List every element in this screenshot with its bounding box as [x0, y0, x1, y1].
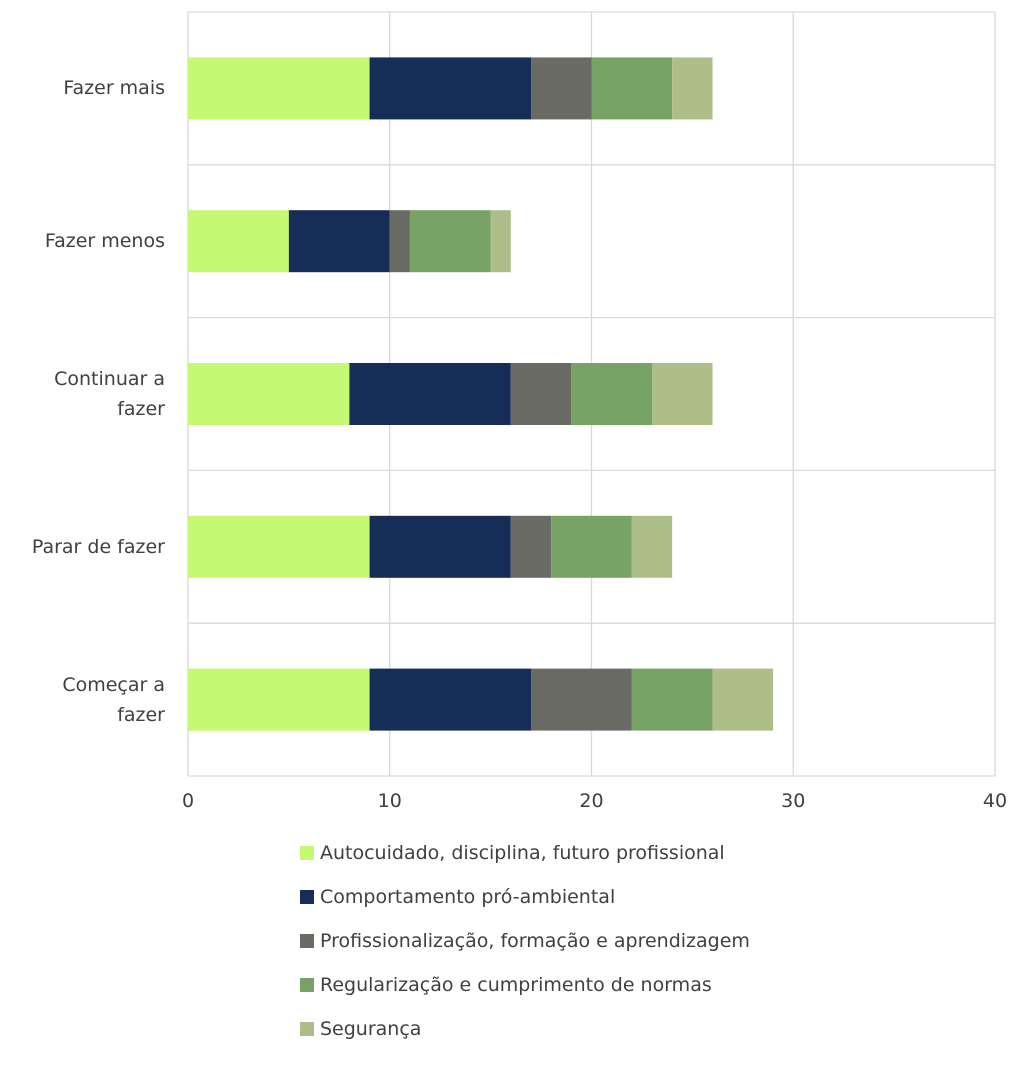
- legend-label: Segurança: [320, 1018, 422, 1040]
- bar-segment-4: [551, 515, 632, 578]
- x-tick-label: 10: [377, 790, 402, 812]
- bar-segment-1: [188, 57, 370, 120]
- category-label: Fazer mais: [63, 77, 165, 100]
- x-tick-label: 40: [982, 790, 1008, 812]
- x-tick-label: 30: [781, 790, 806, 812]
- x-tick-label: 0: [181, 790, 195, 812]
- bar-segment-3: [510, 363, 572, 425]
- x-tick-label: 20: [579, 790, 604, 812]
- bar-segment-1: [188, 210, 289, 273]
- bar-segment-2: [349, 363, 511, 425]
- legend-label: Profissionalização, formação e aprendiza…: [320, 930, 750, 952]
- bar-segment-4: [591, 57, 673, 120]
- bar-segment-4: [571, 363, 653, 425]
- bar-segment-5: [672, 57, 713, 120]
- legend-item: Regularização e cumprimento de normas: [300, 963, 750, 1007]
- legend-swatch: [300, 934, 314, 948]
- category-label: Começar a fazer: [62, 673, 165, 726]
- bar-segment-2: [369, 668, 531, 731]
- bar-segment-1: [188, 668, 370, 731]
- legend-swatch: [300, 846, 314, 860]
- category-label: Parar de fazer: [31, 535, 165, 558]
- bar-segment-3: [530, 668, 632, 731]
- bar-segment-2: [369, 57, 531, 120]
- legend-item: Segurança: [300, 1007, 750, 1051]
- legend-item: Profissionalização, formação e aprendiza…: [300, 919, 750, 963]
- bar-segment-4: [631, 668, 713, 731]
- bar-segment-3: [530, 57, 592, 120]
- bar-segment-4: [409, 210, 491, 273]
- bar-segment-5: [712, 668, 774, 731]
- stacked-bar-chart: [187, 11, 996, 777]
- bar-segment-5: [631, 515, 673, 578]
- bar-segment-3: [510, 515, 552, 578]
- category-label: Continuar a fazer: [54, 368, 165, 420]
- legend-swatch: [300, 1022, 314, 1036]
- bar-segment-2: [288, 210, 390, 273]
- legend-label: Regularização e cumprimento de normas: [320, 974, 712, 996]
- legend-item: Autocuidado, disciplina, futuro profissi…: [300, 831, 750, 875]
- legend-swatch: [300, 978, 314, 992]
- legend: Autocuidado, disciplina, futuro profissi…: [300, 831, 750, 1051]
- bar-segment-1: [188, 515, 370, 578]
- legend-swatch: [300, 890, 314, 904]
- bar-segment-2: [369, 515, 511, 578]
- legend-item: Comportamento pró-ambiental: [300, 875, 750, 919]
- legend-label: Comportamento pró-ambiental: [320, 886, 616, 908]
- bar-segment-3: [389, 210, 410, 273]
- bar-segment-5: [652, 363, 713, 425]
- plot-area: [187, 11, 996, 777]
- category-label: Fazer menos: [44, 230, 165, 253]
- bar-segment-1: [188, 363, 350, 425]
- bar-segment-5: [490, 210, 511, 273]
- legend-label: Autocuidado, disciplina, futuro profissi…: [320, 842, 725, 864]
